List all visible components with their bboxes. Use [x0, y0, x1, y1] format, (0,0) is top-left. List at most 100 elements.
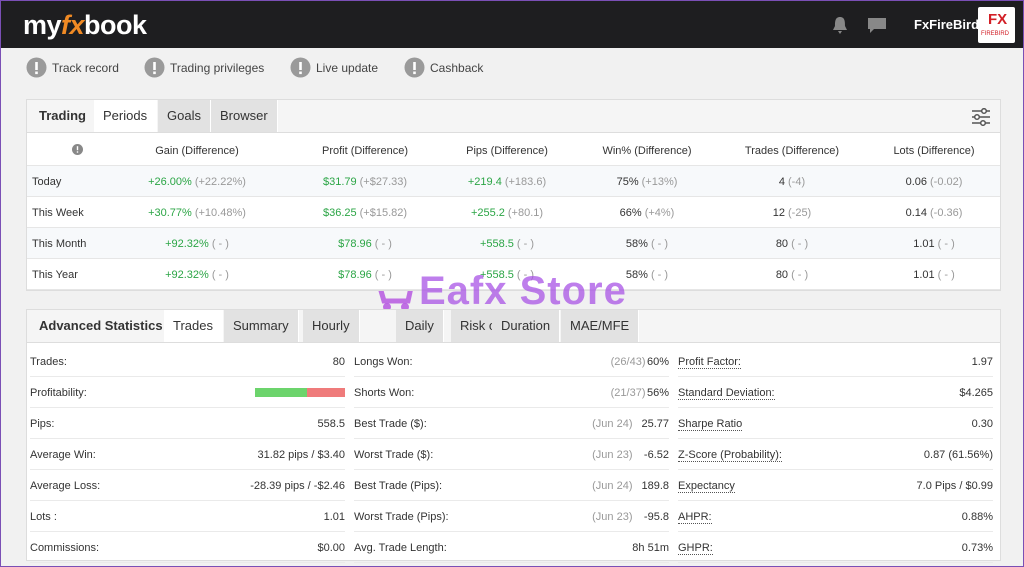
stat-note: (Jun 23) [592, 511, 633, 523]
stat-label: Profit Factor: [678, 356, 741, 369]
value: 80 [775, 238, 789, 250]
cell: 75% (+13%) [567, 176, 727, 188]
value: $78.96 [338, 238, 372, 250]
difference: ( - ) [791, 269, 809, 281]
value: $31.79 [322, 176, 357, 188]
difference: ( - ) [516, 269, 535, 281]
column-header: Trades (Difference) [744, 145, 840, 157]
stat-value: 0.87 (61.56%) [923, 449, 993, 461]
top-link-text: Live update [316, 61, 379, 75]
difference: ( - ) [374, 238, 392, 250]
difference: ( - ) [650, 269, 669, 281]
stat-value: 31.82 pips / $3.40 [257, 449, 345, 461]
stat-label: Best Trade (Pips): [354, 480, 443, 492]
stat-label: Trades: [30, 356, 67, 368]
difference: ( - ) [211, 238, 229, 250]
stat-row: Shorts Won: 56% (21/37) [354, 377, 669, 408]
stat-row: Worst Trade (Pips): -95.8 (Jun 23) [354, 501, 669, 532]
stat-row: Profit Factor: 1.97 [678, 346, 993, 377]
settings-icon[interactable] [971, 108, 991, 126]
cell: 80( - ) [712, 269, 872, 281]
difference: ( - ) [516, 238, 535, 250]
stat-row: Best Trade ($): 25.77 (Jun 24) [354, 408, 669, 439]
stat-row: Pips: 558.5 [30, 408, 345, 439]
difference: (+22.22%) [194, 176, 246, 188]
tab[interactable]: Goals [158, 100, 211, 132]
value: +26.00% [148, 176, 192, 188]
avatar[interactable]: FX FIREBIRD [978, 7, 1015, 43]
profitability-bar-won [255, 388, 308, 397]
logo-part: my [23, 10, 62, 40]
stat-row: Average Win: 31.82 pips / $3.40 [30, 439, 345, 470]
stat-label: Pips: [30, 418, 55, 430]
cell: +558.5( - ) [427, 238, 587, 250]
difference: ( - ) [791, 238, 809, 250]
info-icon [404, 57, 425, 78]
stat-label: Expectancy [678, 480, 735, 493]
stat-row: Trades: 80 [30, 346, 345, 377]
cell: $78.96( - ) [285, 269, 445, 281]
difference: (-4) [788, 176, 806, 188]
info-icon [72, 144, 83, 155]
stat-row: Standard Deviation: $4.265 [678, 377, 993, 408]
difference: (+183.6) [504, 176, 547, 188]
value: 80 [775, 269, 789, 281]
value: 58% [625, 269, 648, 281]
cell: 0.06 (-0.02) [854, 176, 1014, 188]
top-link-text: Trading privileges [170, 61, 265, 75]
period-row: This Year +92.32%( - ) $78.96( - ) +558.5( … [27, 259, 1000, 290]
tab[interactable]: Periods [94, 100, 158, 132]
logo-part: fx [61, 10, 85, 40]
row-label: Today [32, 176, 62, 188]
avatar-subtext: FIREBIRD [981, 31, 1010, 37]
value: 58% [625, 238, 648, 250]
stat-label: Lots : [30, 511, 57, 523]
column-header: Pips (Difference) [466, 145, 548, 157]
stat-row: Sharpe Ratio 0.30 [678, 408, 993, 439]
tab[interactable]: MAE/MFE [561, 310, 640, 342]
difference: (+4%) [644, 207, 675, 219]
tab[interactable]: Trades [164, 310, 223, 342]
cell: 58%( - ) [567, 238, 727, 250]
top-bar [1, 1, 1023, 48]
cell: 66% (+4%) [567, 207, 727, 219]
stat-row: AHPR: 0.88% [678, 501, 993, 532]
stat-row: Worst Trade ($): -6.52 (Jun 23) [354, 439, 669, 470]
tab[interactable]: Hourly [303, 310, 360, 342]
user-name[interactable]: FxFireBird [914, 17, 980, 32]
stat-label: Profitability: [30, 387, 87, 399]
stat-label: Average Win: [30, 449, 96, 461]
value: 0.06 [905, 176, 927, 188]
stat-note: (21/37) [610, 387, 646, 399]
top-link-text: Cashback [430, 61, 484, 75]
cell: +558.5( - ) [427, 269, 587, 281]
stat-label: Shorts Won: [354, 387, 415, 399]
stat-note: (26/43) [610, 356, 646, 368]
top-link-text: Track record [52, 61, 119, 75]
watermark: Eafx Store [419, 269, 627, 313]
value: +92.32% [165, 269, 209, 281]
cell: $78.96( - ) [285, 238, 445, 250]
value: 0.14 [905, 207, 927, 219]
stat-label: Average Loss: [30, 480, 101, 492]
value: 1.01 [913, 269, 935, 281]
value: $78.96 [338, 269, 372, 281]
tab[interactable]: Daily [396, 310, 444, 342]
value: 12 [772, 207, 785, 219]
difference: (+10.48%) [194, 207, 246, 219]
row-label: This Week [32, 207, 84, 219]
value: 66% [619, 207, 642, 219]
value: +558.5 [479, 238, 514, 250]
stat-label: Longs Won: [354, 356, 413, 368]
stat-value: -95.8 [643, 511, 669, 523]
value: +30.77% [148, 207, 192, 219]
tab[interactable]: Duration [492, 310, 561, 342]
tab[interactable]: Summary [224, 310, 299, 342]
logo[interactable]: myfxbook [23, 10, 147, 41]
cell: $36.25 (+$15.82) [285, 207, 445, 219]
stat-value: 56% [646, 387, 669, 399]
tab[interactable]: Browser [211, 100, 278, 132]
value: 75% [616, 176, 639, 188]
difference: ( - ) [374, 269, 392, 281]
